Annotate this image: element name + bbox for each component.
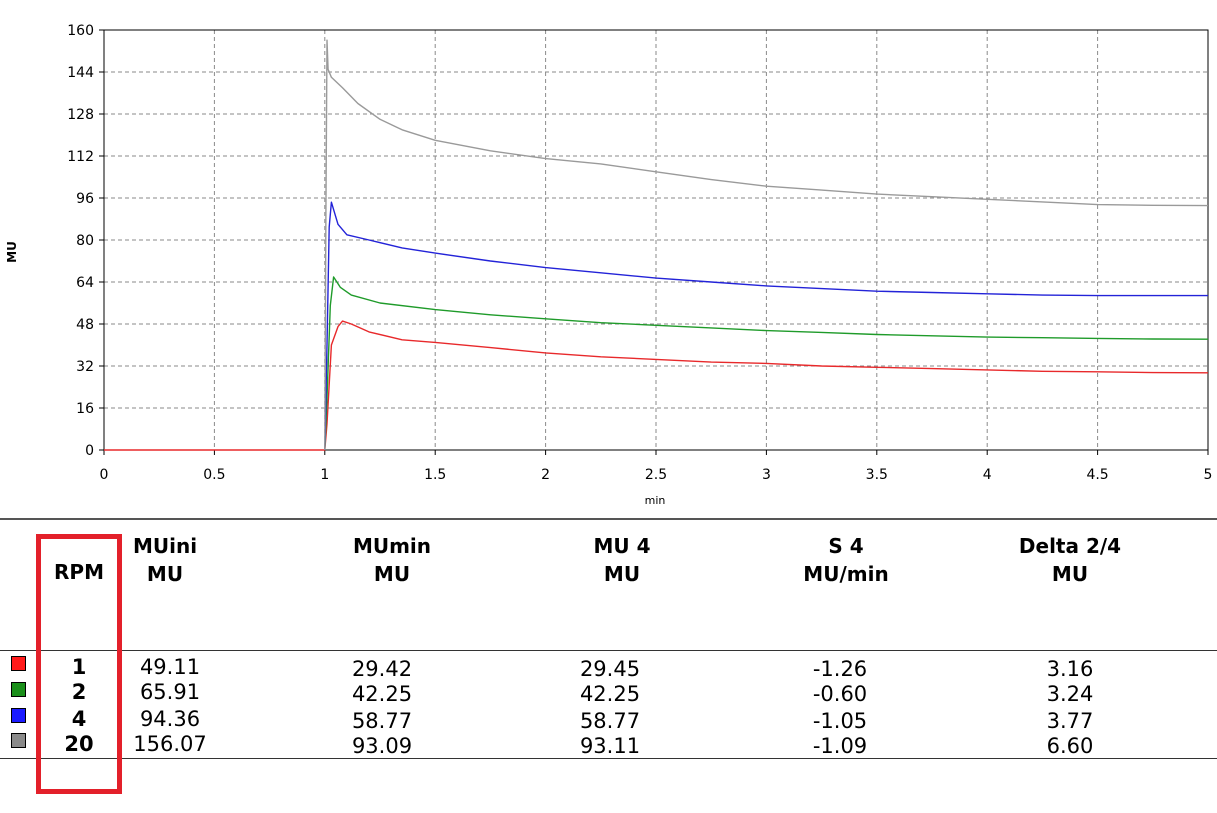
- header-mumin: MUmin MU: [352, 534, 432, 586]
- cell-mu4: 29.45: [579, 657, 641, 681]
- y-axis-title: MU: [5, 241, 19, 263]
- table-top-rule: [0, 518, 1217, 520]
- cell-mumin: 93.09: [351, 734, 413, 758]
- x-axis: 0 0.5 1 1.5 2 2.5 3 3.5 4 4.5 5: [100, 450, 1213, 483]
- cell-muini: 49.11: [139, 655, 201, 679]
- cell-rpm: 1: [71, 655, 87, 679]
- x-tick-label: 2.5: [645, 467, 667, 483]
- rpm-column-highlight: [36, 534, 122, 794]
- cell-delta: 6.60: [1046, 734, 1094, 758]
- cell-mumin: 58.77: [351, 709, 413, 733]
- header-rpm: RPM: [54, 560, 104, 584]
- cell-muini: 65.91: [139, 680, 201, 704]
- y-tick-label: 64: [76, 275, 94, 291]
- header-muini: MUini MU: [132, 534, 198, 586]
- y-tick-label: 0: [85, 443, 94, 459]
- y-tick-label: 128: [67, 107, 94, 123]
- cell-mumin: 29.42: [351, 657, 413, 681]
- x-tick-label: 0: [100, 467, 109, 483]
- x-tick-label: 5: [1204, 467, 1213, 483]
- y-tick-label: 160: [67, 23, 94, 39]
- cell-rpm: 20: [64, 732, 94, 756]
- y-tick-label: 112: [67, 149, 94, 165]
- x-tick-label: 1.5: [424, 467, 446, 483]
- cell-delta: 3.16: [1046, 657, 1094, 681]
- y-tick-label: 80: [76, 233, 94, 249]
- header-mu4: MU 4 MU: [593, 534, 651, 586]
- results-table: RPM MUini MU MUmin MU MU 4 MU S 4 MU/min Del…: [0, 518, 1217, 813]
- y-tick-label: 144: [67, 65, 94, 81]
- cell-delta: 3.77: [1046, 709, 1094, 733]
- series-line-4: [324, 39, 1209, 451]
- series-swatch-4: [11, 733, 26, 748]
- x-tick-label: 4.5: [1086, 467, 1108, 483]
- cell-s4: -1.05: [812, 709, 868, 733]
- x-tick-label: 2: [541, 467, 550, 483]
- x-axis-title: min: [645, 494, 666, 505]
- cell-muini: 94.36: [139, 707, 201, 731]
- cell-rpm: 2: [71, 680, 87, 704]
- y-axis: 0 16 32 48 64 80 96 112 128 144 160: [67, 23, 104, 459]
- x-tick-label: 0.5: [203, 467, 225, 483]
- y-tick-label: 48: [76, 317, 94, 333]
- x-tick-label: 3.5: [866, 467, 888, 483]
- cell-muini: 156.07: [133, 732, 207, 756]
- header-s4: S 4 MU/min: [803, 534, 889, 586]
- x-tick-label: 4: [983, 467, 992, 483]
- cell-mu4: 42.25: [579, 682, 641, 706]
- grid-lines: [104, 30, 1208, 450]
- cell-s4: -1.26: [812, 657, 868, 681]
- cell-mumin: 42.25: [351, 682, 413, 706]
- header-rule: [0, 650, 1217, 651]
- cell-s4: -0.60: [812, 682, 868, 706]
- y-tick-label: 16: [76, 401, 94, 417]
- cell-mu4: 58.77: [579, 709, 641, 733]
- cell-s4: -1.09: [812, 734, 868, 758]
- series-swatch-2: [11, 682, 26, 697]
- table-bottom-rule: [0, 758, 1217, 759]
- series-swatch-1: [11, 656, 26, 671]
- y-tick-label: 96: [76, 191, 94, 207]
- series-line-1: [104, 320, 1209, 451]
- series-line-3: [324, 201, 1208, 451]
- x-tick-label: 3: [762, 467, 771, 483]
- y-tick-label: 32: [76, 359, 94, 375]
- mooney-chart: 0 16 32 48 64 80 96 112 128 144 160 0 0.5 1 1.5 2 2.5 3 3…: [5, 23, 1213, 505]
- cell-mu4: 93.11: [579, 734, 641, 758]
- cell-rpm: 4: [71, 707, 87, 731]
- x-tick-label: 1: [320, 467, 329, 483]
- series-swatch-3: [11, 708, 26, 723]
- cell-delta: 3.24: [1046, 682, 1094, 706]
- series-line-2: [324, 276, 1209, 451]
- header-delta: Delta 2/4 MU: [1018, 534, 1122, 586]
- series-layer: [104, 39, 1209, 451]
